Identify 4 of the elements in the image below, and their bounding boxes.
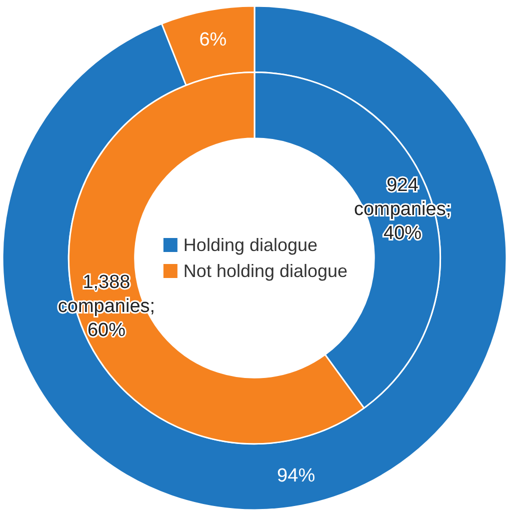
legend-label: Not holding dialogue [183,261,348,281]
data-label: 94% [277,465,316,486]
legend-label: Holding dialogue [183,235,318,255]
data-label: 6% [199,30,227,51]
